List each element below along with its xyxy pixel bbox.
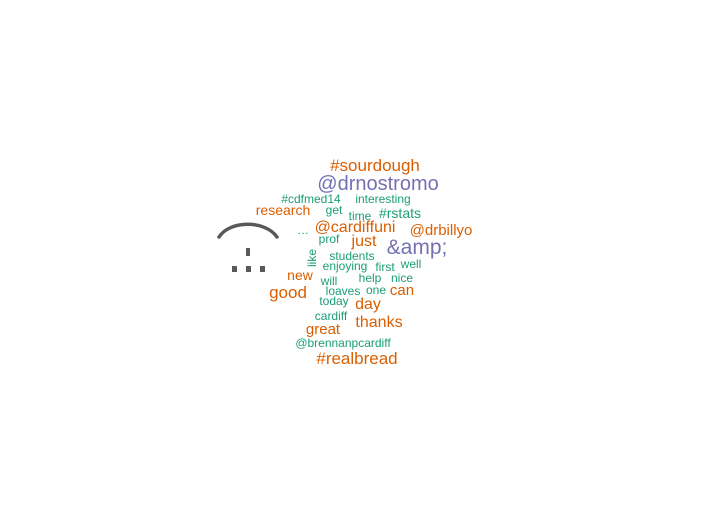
word: @brennanpcardiff xyxy=(295,336,391,350)
word: time xyxy=(349,209,372,223)
word: well xyxy=(400,257,422,271)
word-list: #sourdough @drnostromo #cdfmed14 interes… xyxy=(256,156,473,368)
word: today xyxy=(319,294,348,308)
word: day xyxy=(355,296,381,313)
word: @cardiffuni xyxy=(315,219,396,236)
word: research xyxy=(256,202,310,218)
word: &amp; xyxy=(387,236,448,259)
word: nice xyxy=(391,271,413,285)
word: #rstats xyxy=(379,205,421,221)
word: one xyxy=(366,283,386,297)
word: will xyxy=(320,274,338,288)
word: prof xyxy=(319,232,340,246)
word: first xyxy=(375,260,395,274)
word: enjoying xyxy=(323,259,368,273)
word: good xyxy=(269,283,307,302)
word: like xyxy=(305,249,319,267)
word: #cdfmed14 xyxy=(281,192,341,206)
word: @drnostromo xyxy=(317,173,438,195)
word: thanks xyxy=(355,314,402,331)
word: just xyxy=(351,233,377,250)
word: #realbread xyxy=(316,349,397,368)
word: @drbillyo xyxy=(410,222,473,239)
frown-face-icon xyxy=(217,222,279,272)
word: great xyxy=(306,321,341,338)
word: help xyxy=(359,271,382,285)
word: … xyxy=(297,223,309,237)
word: interesting xyxy=(355,192,410,206)
word: can xyxy=(390,282,414,299)
word: get xyxy=(326,203,343,217)
word: students xyxy=(329,249,374,263)
word: loaves xyxy=(326,284,361,298)
word: new xyxy=(287,267,314,283)
word: cardiff xyxy=(315,309,348,323)
word: #sourdough xyxy=(330,156,420,175)
